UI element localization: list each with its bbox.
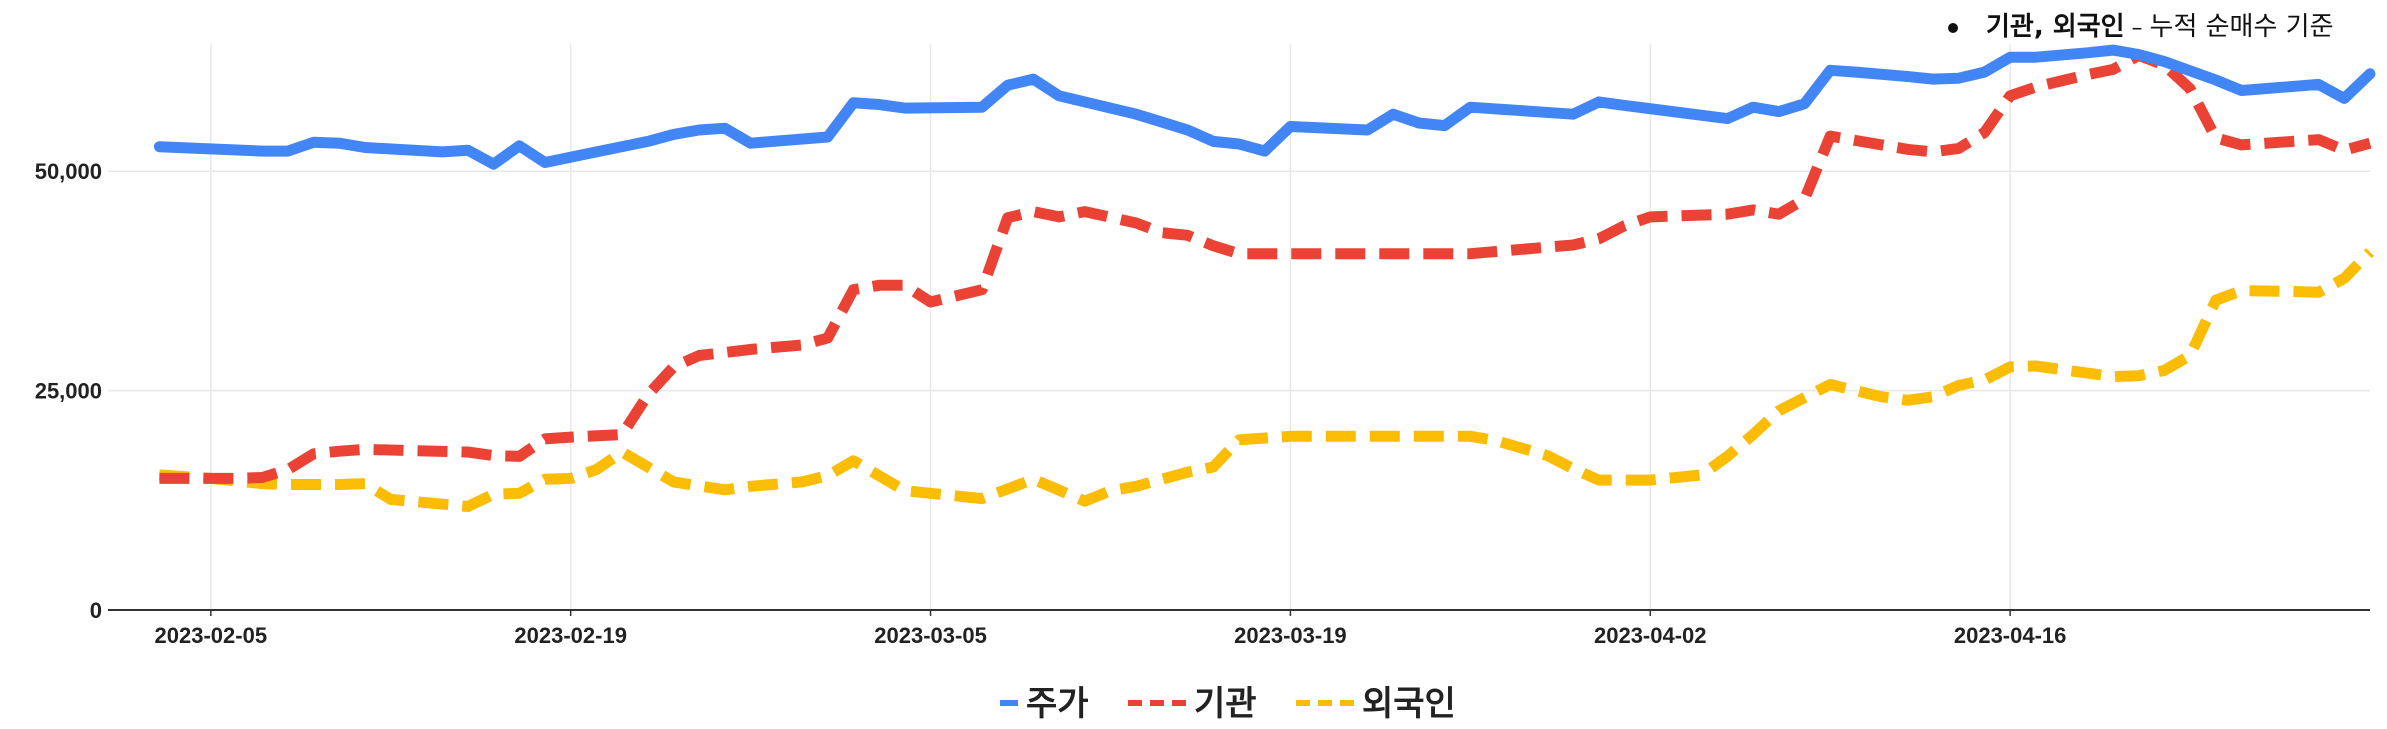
legend-label: 외국인 bbox=[1362, 684, 1456, 724]
legend-item-institution: 기관 bbox=[1128, 684, 1257, 724]
y-tick-label: 50,000 bbox=[35, 159, 102, 184]
x-tick-label: 2023-03-05 bbox=[874, 623, 987, 648]
note-detail: 누적 순매수 기준 bbox=[2149, 12, 2334, 42]
note-dash: – bbox=[2124, 16, 2150, 41]
chart-note: 기관, 외국인 – 누적 순매수 기준 bbox=[1948, 6, 2334, 43]
series-lines bbox=[153, 44, 2376, 512]
series-line-foreign bbox=[159, 248, 2374, 512]
x-tick-label: 2023-02-19 bbox=[514, 623, 627, 648]
legend-item-foreign: 외국인 bbox=[1296, 684, 1456, 724]
note-subject: 기관, 외국인 bbox=[1986, 12, 2125, 42]
legend-label: 주가 bbox=[1026, 684, 1089, 724]
legend-item-price: 주가 bbox=[1000, 684, 1089, 724]
legend: 주가 기관 외국인 bbox=[1000, 684, 1456, 724]
axes: 0 25,000 50,000 2023-02-05 2023-02-19 2023-03… bbox=[35, 159, 2370, 648]
x-tick-label: 2023-04-02 bbox=[1594, 623, 1707, 648]
x-tick-label: 2023-04-16 bbox=[1954, 623, 2067, 648]
bullet-icon bbox=[1948, 22, 1958, 33]
x-tick-label: 2023-02-05 bbox=[155, 623, 268, 648]
gridlines bbox=[108, 44, 2370, 610]
series-line-institution bbox=[159, 49, 2372, 484]
y-tick-label: 0 bbox=[90, 598, 102, 623]
series-line-price bbox=[153, 44, 2376, 170]
y-tick-label: 25,000 bbox=[35, 379, 102, 404]
x-tick-label: 2023-03-19 bbox=[1234, 623, 1347, 648]
legend-label: 기관 bbox=[1194, 684, 1257, 724]
